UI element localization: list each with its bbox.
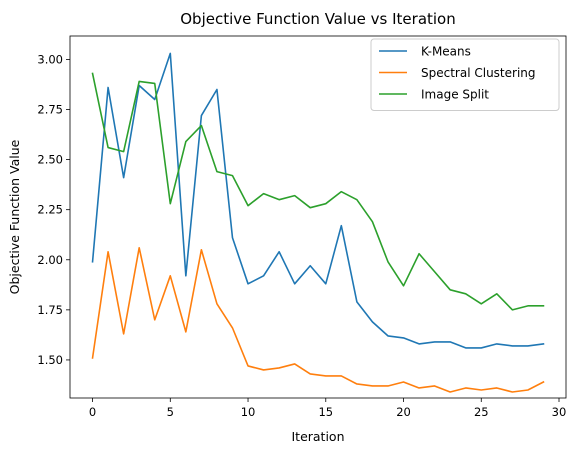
- legend-box: [370, 38, 560, 111]
- chart-title: Objective Function Value vs Iteration: [180, 10, 456, 28]
- legend-label-spectral-clustering: Spectral Clustering: [421, 66, 536, 80]
- x-tick-label: 20: [396, 405, 411, 419]
- y-tick-label: 2.00: [37, 253, 63, 267]
- y-tick-label: 2.75: [37, 103, 63, 117]
- legend: K-Means Spectral Clustering Image Split: [370, 38, 560, 111]
- legend-label-k-means: K-Means: [421, 45, 471, 59]
- y-tick-label: 2.50: [37, 153, 63, 167]
- axis-ticks: 0 5 10 15 20 25 30 1.50 1.75 2.00 2.25 2.50 2.75 3.00: [37, 52, 566, 419]
- x-tick-label: 0: [89, 405, 96, 419]
- series-line-spectral-clustering: [91, 246, 545, 393]
- y-tick-label: 2.25: [37, 203, 63, 217]
- y-tick-label: 1.75: [37, 303, 63, 317]
- y-tick-label: 3.00: [37, 52, 63, 66]
- plot-area: [91, 52, 545, 393]
- series-line-k-means: [91, 52, 545, 349]
- x-tick-label: 25: [474, 405, 489, 419]
- x-tick-label: 15: [318, 405, 333, 419]
- x-tick-label: 5: [167, 405, 174, 419]
- x-tick-label: 30: [552, 405, 567, 419]
- y-tick-label: 1.50: [37, 353, 63, 367]
- axes-frame: [69, 35, 567, 399]
- legend-label-image-split: Image Split: [421, 88, 489, 102]
- y-axis-label: Objective Function Value: [7, 139, 22, 294]
- series-line-image-split: [91, 72, 545, 311]
- x-axis-label: Iteration: [291, 429, 344, 444]
- x-tick-label: 10: [241, 405, 256, 419]
